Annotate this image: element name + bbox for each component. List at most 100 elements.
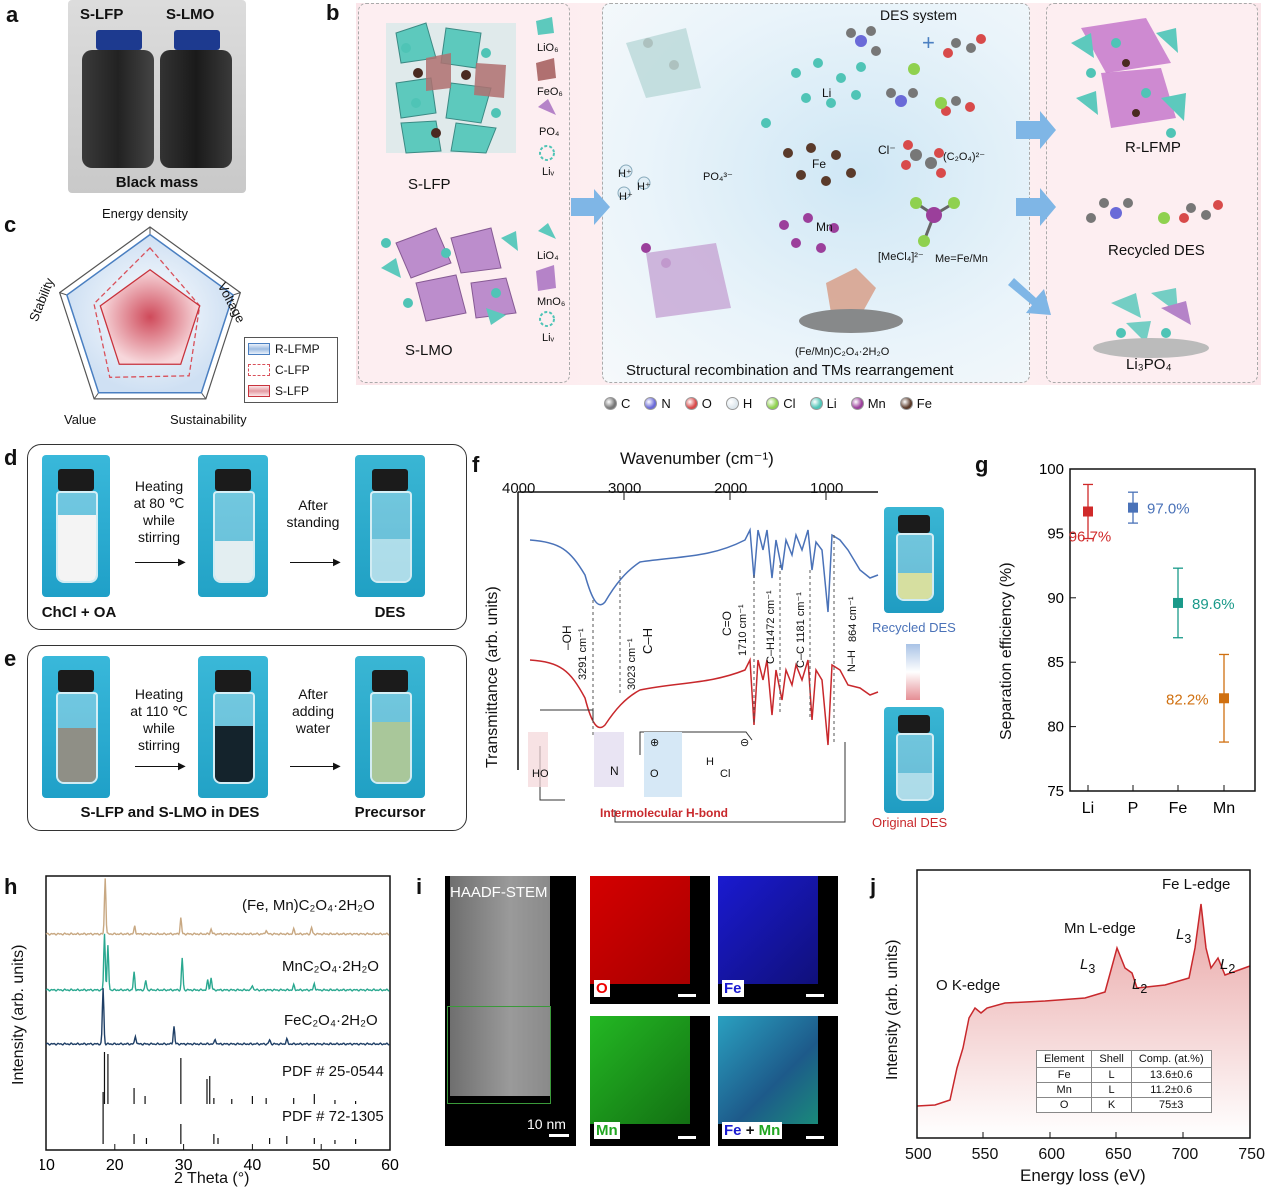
original-des-photo [884,707,944,813]
panel-label-g: g [975,452,989,477]
atom-legend-item: Li [809,396,837,411]
eds-map-fe: Fe [718,876,838,1004]
comp-table-header-cell: Comp. (at.%) [1130,1050,1212,1068]
arrow-head-icon-3: ▶ [178,761,186,772]
original-des-label: Original DES [872,815,948,830]
recycled-des-photo [884,507,944,613]
mn-l3-label: L3 [1080,956,1096,976]
vial-cap-icon-6 [372,670,408,692]
legend-label-rlfmp: R-LFMP [275,341,320,356]
vial-cap-icon-8 [898,715,930,733]
svg-text:+: + [922,30,935,55]
caption-precursor: Precursor [354,804,426,821]
lio4-legend: LiO₄ [537,250,559,262]
mol-cl: Cl [720,768,731,780]
scale-bar-mn [678,1136,696,1139]
sep-value-label: 82.2% [1166,691,1209,708]
caption-chcl-oa: ChCl + OA [41,604,117,621]
ftir-tick-4000: 4000 [502,480,536,497]
vial-photo-precursor [355,656,425,798]
sep-ytick-label: 100 [1039,461,1064,478]
po4-ion-text: PO₄³⁻ [703,171,733,183]
bottle-cap-right [174,30,220,50]
sep-point [1128,502,1138,513]
legend-label-slfp: S-LFP [275,383,310,398]
comp-table-cell: L [1091,1082,1132,1098]
des-molecule-icons: + [846,26,986,116]
s-lmo-text: S-LMO [405,342,453,359]
map-label-mn-2: Mn [758,1122,781,1139]
step-after-standing: After standing [286,497,340,530]
oxalate-text: (Fe/Mn)C₂O₄·2H₂O [795,346,890,358]
atom-symbol: Li [826,396,837,411]
radar-series-clfp [93,246,201,378]
comp-table-header-cell: Element [1035,1050,1093,1068]
peak-1181: C–C 1181 cm⁻¹ [795,592,807,668]
atom-dot-icon [899,397,913,410]
fe-l3-label: L3 [1176,926,1192,946]
vial-cap-icon-5 [215,670,251,692]
xrd-frame [45,875,391,1151]
arrow-head-icon: ▶ [178,557,186,568]
caption-des: DES [374,604,406,621]
s-lmo-label: S-LMO [166,6,215,23]
separation-chart: 75 80 85 90 95 100 Li P Fe Mn 96.7% 97.0% 89.6% 82.2% [1039,461,1256,817]
panel-label-e: e [4,646,17,671]
mol-o-1: O [650,768,659,780]
panel-label-b: b [326,0,340,25]
xrd-xlabel: 2 Theta (°) [174,1170,250,1187]
recycled-des-text: Recycled DES [1108,242,1205,259]
des-system-text: DES system [880,7,958,23]
ftir-tick-2000: 2000 [714,480,748,497]
polyhedra-legend-icons [536,17,556,327]
atom-legend-item: Mn [850,396,886,411]
vial-cap-icon-7 [898,515,930,533]
caption-slfp-slmo: S-LFP and S-LMO in DES [80,804,260,821]
vial-glass [56,491,98,583]
s-lmo-crystal-icon [381,227,518,325]
panel-d-box [27,444,467,630]
comp-table-cell: K [1091,1097,1132,1113]
panel-label-f: f [472,452,480,477]
legend-swatch-slfp [248,384,270,397]
panel-b-illustration: + [381,17,1223,358]
atom-legend-item: Fe [899,396,932,411]
liv-legend: Liᵥ [542,166,555,178]
atom-symbol: C [621,396,631,411]
xrd-label-femn: (Fe, Mn)C₂O₄·2H₂O [242,897,375,914]
li3po4-text: Li₃PO₄ [1126,356,1172,373]
mn-l2-label: L2 [1132,976,1148,996]
vial-glass-5 [213,692,255,784]
mol-ho: HO [532,768,549,780]
eels-tick-650: 650 [1104,1146,1132,1163]
atom-dot-icon [604,397,617,410]
eels-spectrum-line [916,903,1251,1107]
xrd-label-fe: FeC₂O₄·2H₂O [284,1012,378,1029]
panel-label-c: c [4,212,17,237]
mno6-legend: MnO₆ [537,296,566,308]
scale-bar-fe-mn [806,1136,824,1139]
eds-map-fe-mn: Fe + Mn [718,1016,838,1146]
comp-table-cell: 13.6±0.6 [1130,1067,1212,1083]
hbond-label: Intermolecular H-bond [600,806,729,820]
eels-tick-750: 750 [1238,1146,1265,1163]
vial-photo-heating [198,455,268,597]
peak-1710: 1710 cm⁻¹ [737,604,749,656]
haadf-label: HAADF-STEM [450,884,548,901]
crystal-fragment-icons [626,28,903,333]
ftir-tick-1000: 1000 [810,480,844,497]
xrd-ylabel: Intensity (arb. units) [10,944,27,1086]
peak-co: C=O [720,610,734,636]
bottle-right [160,50,232,168]
atom-legend-item: O [684,396,712,411]
separation-ylabel: Separation efficiency (%) [998,562,1015,740]
arrow-line-d2 [290,562,336,563]
xrd-trace-fe [45,988,390,1046]
atom-legend: C N O H Cl Li Mn Fe [604,396,932,411]
panel-e-box [27,645,467,831]
eels-tick-600: 600 [1038,1146,1066,1163]
recycled-des-molecule-icon [1086,198,1223,224]
peak-nh: N–H [846,649,858,672]
peak-864: 864 cm⁻¹ [847,596,859,642]
arrow-head-icon-2: ▶ [333,557,341,568]
